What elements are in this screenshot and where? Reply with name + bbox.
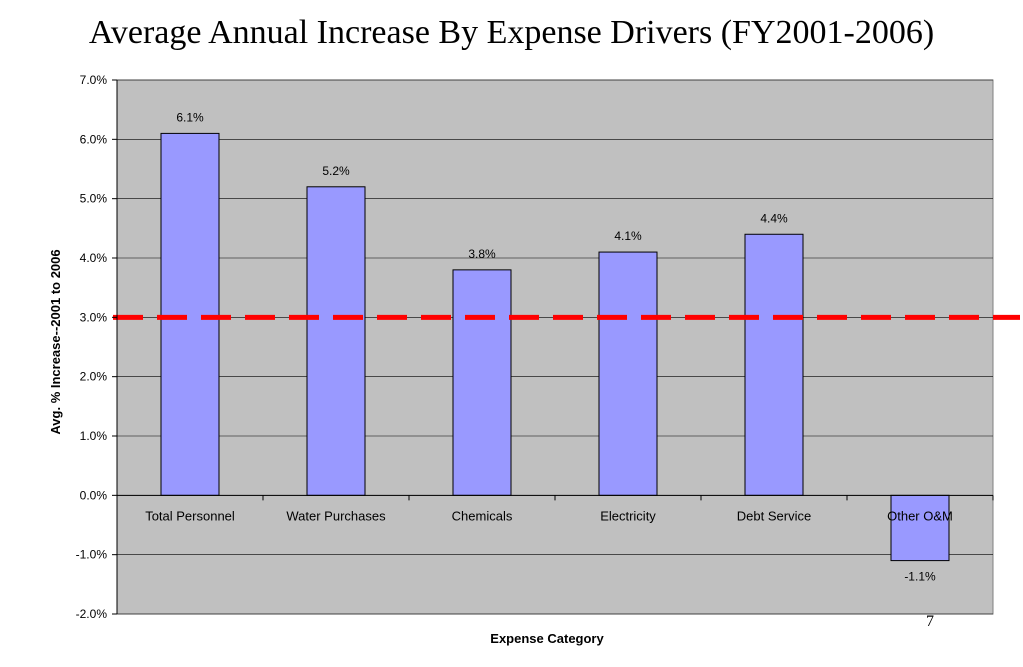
plot-area	[116, 79, 994, 615]
data-label: 6.1%	[176, 110, 204, 124]
x-tick-label: Chemicals	[452, 508, 513, 523]
x-tick-label: Water Purchases	[286, 508, 386, 523]
axes	[112, 79, 994, 615]
x-tick-label: Electricity	[600, 508, 656, 523]
x-axis-title: Expense Category	[490, 631, 604, 646]
y-tick-label: 3.0%	[80, 310, 108, 324]
bar	[598, 251, 658, 496]
bar	[306, 186, 366, 496]
labels: -2.0% -1.0% 0.0% 1.0% 2.0% 3.0% 4.0% 5.0% 6.0% 7.…	[48, 73, 953, 646]
bar	[452, 269, 512, 496]
y-tick-label: -2.0%	[76, 607, 108, 621]
data-label: -1.1%	[904, 570, 936, 584]
data-label: 5.2%	[322, 164, 350, 178]
data-label: 4.1%	[614, 229, 642, 243]
bars	[160, 132, 950, 562]
y-tick-label: 0.0%	[80, 488, 108, 502]
y-tick-label: 5.0%	[80, 192, 108, 206]
y-tick-label: 7.0%	[80, 73, 108, 87]
y-tick-label: 4.0%	[80, 251, 108, 265]
y-axis-title: Avg. % Increase--2001 to 2006	[48, 249, 63, 434]
x-tick-label: Debt Service	[737, 508, 811, 523]
x-tick-label: Other O&M	[887, 508, 953, 523]
page-title: Average Annual Increase By Expense Drive…	[88, 14, 935, 51]
data-label: 3.8%	[468, 247, 496, 261]
bar	[744, 233, 804, 496]
bar	[160, 132, 220, 496]
y-tick-label: 1.0%	[80, 429, 108, 443]
y-tick-label: 6.0%	[80, 132, 108, 146]
y-tick-label: -1.0%	[76, 548, 108, 562]
data-label: 4.4%	[760, 211, 788, 225]
bar	[890, 494, 950, 562]
x-tick-label: Total Personnel	[145, 508, 235, 523]
y-tick-label: 2.0%	[80, 370, 108, 384]
page-number: 7	[926, 613, 934, 630]
